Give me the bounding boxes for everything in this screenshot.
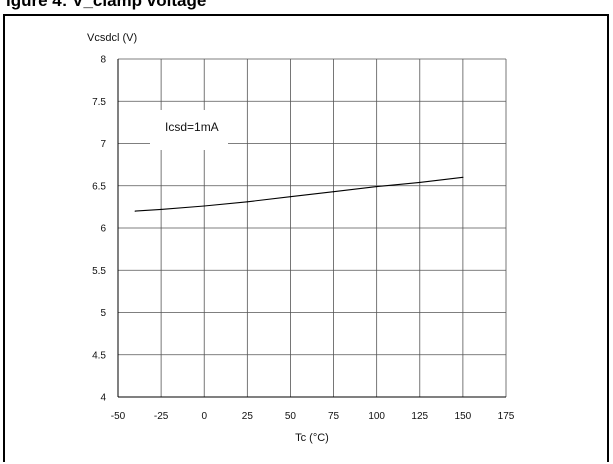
figure-frame <box>3 14 609 462</box>
y-axis-title: Vcsdcl (V) <box>87 32 137 44</box>
y-tick-label: 7.5 <box>92 97 106 108</box>
annotation-background <box>150 110 228 150</box>
series-point <box>419 181 421 183</box>
x-tick-label: 175 <box>498 411 515 422</box>
y-tick-label: 6.5 <box>92 181 106 192</box>
series-point <box>462 176 464 178</box>
annotation-layer: Icsd=1mA <box>150 110 228 150</box>
y-tick-label: 8 <box>100 55 106 66</box>
y-tick-label: 4.5 <box>92 350 106 361</box>
x-tick-label: 50 <box>285 411 297 422</box>
series-point <box>203 205 205 207</box>
series-point <box>289 196 292 198</box>
axis-layer <box>117 59 506 398</box>
series-point <box>246 201 248 203</box>
label-layer: Vcsdcl (V) Tc (°C) -50 -25 0 25 50 75 100 125 15… <box>87 32 515 444</box>
x-tick-label: 125 <box>411 411 428 422</box>
y-tick-label: 4 <box>100 393 106 404</box>
x-axis-title: Tc (°C) <box>295 432 329 444</box>
series-point <box>376 185 378 188</box>
figure-title: igure 4: V_clamp voltage <box>6 0 207 10</box>
x-tick-label: -25 <box>154 411 169 422</box>
series-point <box>332 191 335 193</box>
x-tick-label: 150 <box>455 411 472 422</box>
y-tick-label: 5 <box>100 308 106 319</box>
series-point <box>134 210 136 212</box>
x-tick-label: 100 <box>368 411 385 422</box>
y-tick-label: 7 <box>100 139 106 150</box>
annotation-label: Icsd=1mA <box>165 120 219 134</box>
series-point <box>160 208 162 211</box>
y-tick-label: 5.5 <box>92 266 106 277</box>
grid-layer <box>117 58 507 398</box>
figure-header: igure 4: V_clamp voltage <box>0 0 613 14</box>
x-tick-label: -50 <box>111 411 126 422</box>
x-tick-label: 0 <box>201 411 207 422</box>
series-layer <box>134 176 464 212</box>
x-tick-label: 25 <box>242 411 254 422</box>
y-tick-label: 6 <box>100 224 106 235</box>
x-tick-label: 75 <box>328 411 340 422</box>
series-line <box>135 176 463 212</box>
